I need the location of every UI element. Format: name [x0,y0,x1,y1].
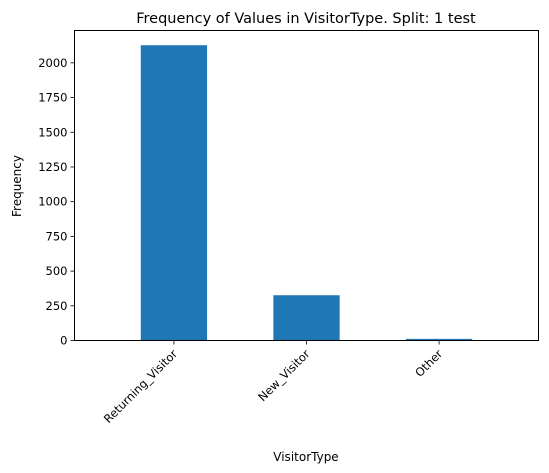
y-axis: 0 250 500 750 1000 1250 1500 1750 2000 [38,56,75,348]
x-tick-label: Returning_Visitor [101,347,180,426]
y-axis-label: Frequency [10,155,24,217]
y-tick-label: 1000 [38,195,67,209]
y-tick-label: 1750 [38,91,67,105]
y-tick-label: 0 [60,334,67,348]
y-tick-label: 1250 [38,160,67,174]
x-axis-label: VisitorType [273,450,338,464]
y-tick-label: 250 [46,299,68,313]
bar-new-visitor [273,295,340,341]
bars-group [140,45,473,341]
x-tick-label: Other [412,347,445,380]
y-tick-label: 1500 [38,125,67,139]
x-axis: Returning_Visitor New_Visitor Other [101,340,445,426]
y-tick-label: 2000 [38,56,67,70]
y-tick-label: 750 [46,229,68,243]
x-tick-label: New_Visitor [255,347,313,405]
plot-frame [74,30,539,341]
bar-other [405,338,473,341]
chart-title: Frequency of Values in VisitorType. Spli… [136,11,476,27]
bar-returning-visitor [140,45,208,341]
y-tick-label: 500 [46,264,68,278]
